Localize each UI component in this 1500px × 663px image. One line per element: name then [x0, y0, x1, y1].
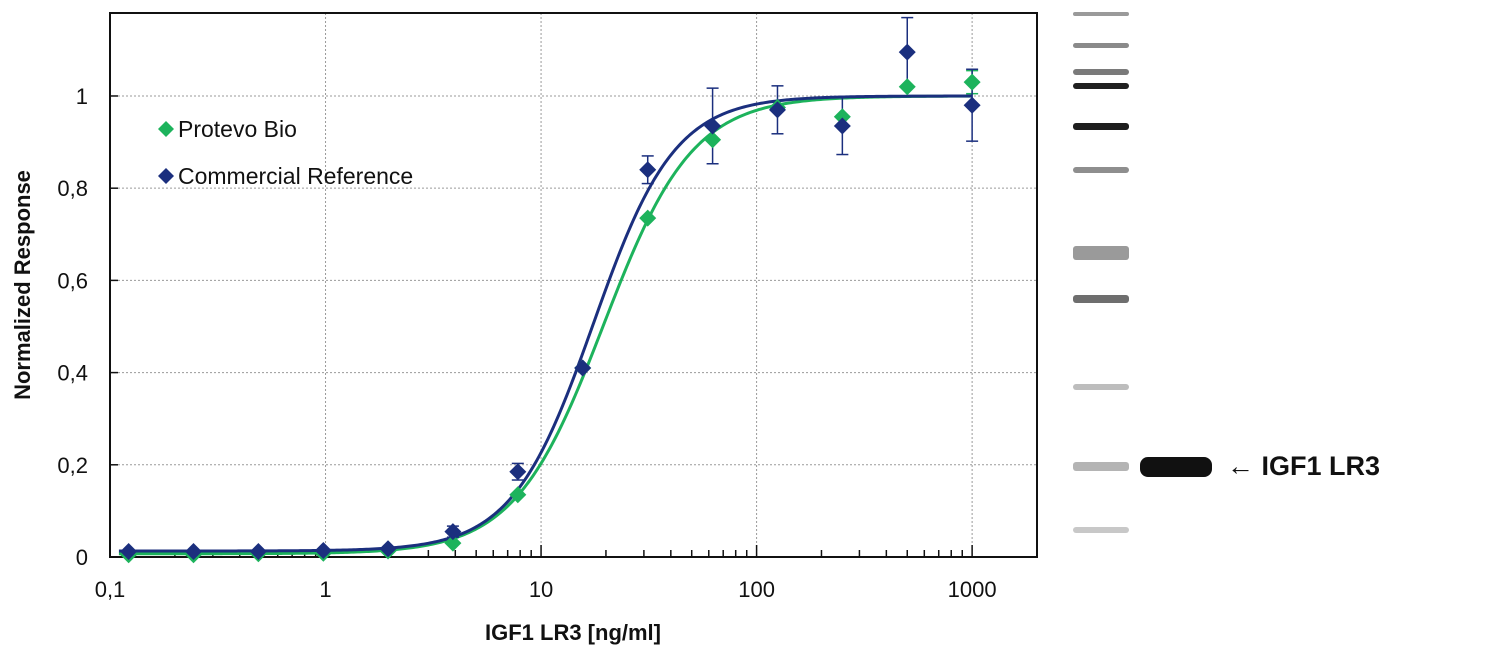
data-point-reference: [184, 542, 202, 560]
ladder-band: [1073, 295, 1129, 303]
data-point-reference: [249, 542, 267, 560]
y-tick-label: 1: [76, 84, 88, 109]
data-point-reference: [963, 96, 981, 114]
x-tick-label: 100: [738, 577, 775, 602]
plot-frame: [109, 12, 1038, 558]
data-point-protevo: [639, 209, 657, 227]
data-point-protevo: [833, 108, 851, 126]
ladder-band: [1073, 12, 1129, 16]
dose-response-chart: 0,1 1 10 100 1000 0 0,2 0,4 0,6 0,8 1 IGF1 LR3 [n…: [10, 12, 1038, 645]
y-tick-label: 0,4: [57, 361, 88, 386]
sds-page-gel: [1062, 0, 1218, 663]
ladder-band: [1073, 43, 1129, 48]
data-point-reference: [768, 101, 786, 119]
grid-lines: [110, 13, 1037, 557]
data-point-reference: [444, 523, 462, 541]
data-point-reference: [833, 117, 851, 135]
y-tick-label: 0,6: [57, 268, 88, 293]
y-tick-label: 0,2: [57, 453, 88, 478]
ladder-band: [1073, 527, 1129, 533]
legend-marker-reference: [158, 168, 174, 184]
data-point-reference: [379, 540, 397, 558]
data-point-reference: [314, 542, 332, 560]
x-axis-title: IGF1 LR3 [ng/ml]: [485, 620, 661, 645]
ladder-band: [1073, 246, 1129, 260]
ladder-band: [1073, 123, 1129, 130]
gel-band-label: ← IGF1 LR3: [1227, 451, 1381, 481]
data-point-protevo: [509, 486, 527, 504]
legend: Protevo Bio Commercial Reference: [158, 116, 413, 189]
x-tick-labels: 0,1 1 10 100 1000: [95, 577, 997, 602]
y-tick-labels: 0 0,2 0,4 0,6 0,8 1: [57, 84, 88, 570]
data-point-reference: [639, 161, 657, 179]
x-tick-label: 0,1: [95, 577, 126, 602]
data-point-reference: [898, 43, 916, 61]
data-point-protevo: [898, 78, 916, 96]
ladder-band: [1073, 167, 1129, 173]
ladder-band: [1073, 69, 1129, 75]
ladder-band: [1073, 384, 1129, 390]
x-tick-label: 1000: [948, 577, 997, 602]
legend-label-protevo: Protevo Bio: [178, 116, 297, 142]
data-point-reference: [120, 542, 138, 560]
data-point-reference: [574, 359, 592, 377]
sample-band-igf1-lr3: [1140, 457, 1212, 477]
data-points: [120, 43, 981, 564]
y-axis-title: Normalized Response: [10, 170, 35, 400]
legend-marker-protevo: [158, 121, 174, 137]
ladder-band: [1073, 83, 1129, 89]
data-point-reference: [704, 117, 722, 135]
data-point-protevo: [963, 73, 981, 91]
x-tick-label: 10: [529, 577, 553, 602]
y-tick-label: 0,8: [57, 176, 88, 201]
ladder-band: [1073, 462, 1129, 471]
data-point-protevo: [444, 534, 462, 552]
data-point-protevo: [704, 131, 722, 149]
y-tick-label: 0: [76, 545, 88, 570]
x-tick-label: 1: [319, 577, 331, 602]
legend-label-reference: Commercial Reference: [178, 163, 413, 189]
data-point-reference: [509, 463, 527, 481]
